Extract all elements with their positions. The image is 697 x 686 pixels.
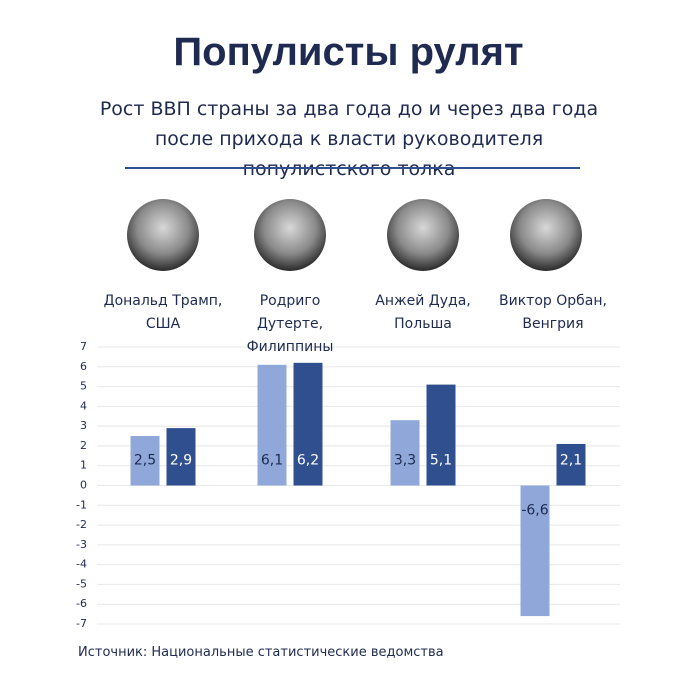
value-label: 6,2	[297, 453, 319, 469]
y-tick-label: 5	[80, 380, 87, 393]
y-tick-label: -7	[76, 617, 87, 630]
y-tick-label: -1	[76, 498, 87, 511]
value-label: 3,3	[394, 453, 416, 469]
category-label: Дональд Трамп, США	[103, 293, 223, 332]
y-tick-label: 3	[80, 419, 87, 432]
portrait	[387, 199, 459, 271]
chart-title: Популисты рулят	[173, 30, 524, 74]
y-tick-label: 7	[80, 340, 87, 353]
y-tick-label: -4	[76, 558, 87, 571]
y-tick-label: 1	[80, 459, 87, 472]
portrait	[510, 199, 582, 271]
portrait	[127, 199, 199, 271]
category-label: Родриго Дутерте, Филиппины	[246, 293, 334, 355]
bar	[293, 362, 323, 486]
value-label: 2,9	[170, 453, 192, 469]
source-note: Источник: Национальные статистические ве…	[78, 645, 444, 660]
bar	[390, 420, 420, 486]
y-tick-label: 6	[80, 360, 87, 373]
y-tick-label: -6	[76, 597, 87, 610]
bar	[520, 485, 550, 617]
y-tick-label: -2	[76, 518, 87, 531]
y-tick-label: 2	[80, 439, 87, 452]
chart-subtitle: Рост ВВП страны за два года до и через д…	[99, 98, 599, 180]
value-label: 5,1	[430, 453, 452, 469]
value-label: 2,5	[134, 453, 156, 469]
bar	[130, 436, 160, 486]
y-tick-label: 0	[80, 479, 87, 492]
category-label: Виктор Орбан, Венгрия	[499, 293, 607, 332]
bar	[426, 384, 456, 486]
y-tick-label: -5	[76, 577, 87, 590]
bar	[257, 364, 287, 486]
bar	[556, 443, 586, 486]
portrait	[254, 199, 326, 271]
y-tick-label: -3	[76, 538, 87, 551]
y-tick-label: 4	[80, 399, 87, 412]
value-label: -6,6	[521, 503, 548, 519]
value-label: 2,1	[560, 453, 582, 469]
value-label: 6,1	[261, 453, 283, 469]
divider	[125, 167, 580, 169]
category-label: Анжей Дуда, Польша	[375, 293, 471, 332]
bar	[166, 428, 196, 486]
